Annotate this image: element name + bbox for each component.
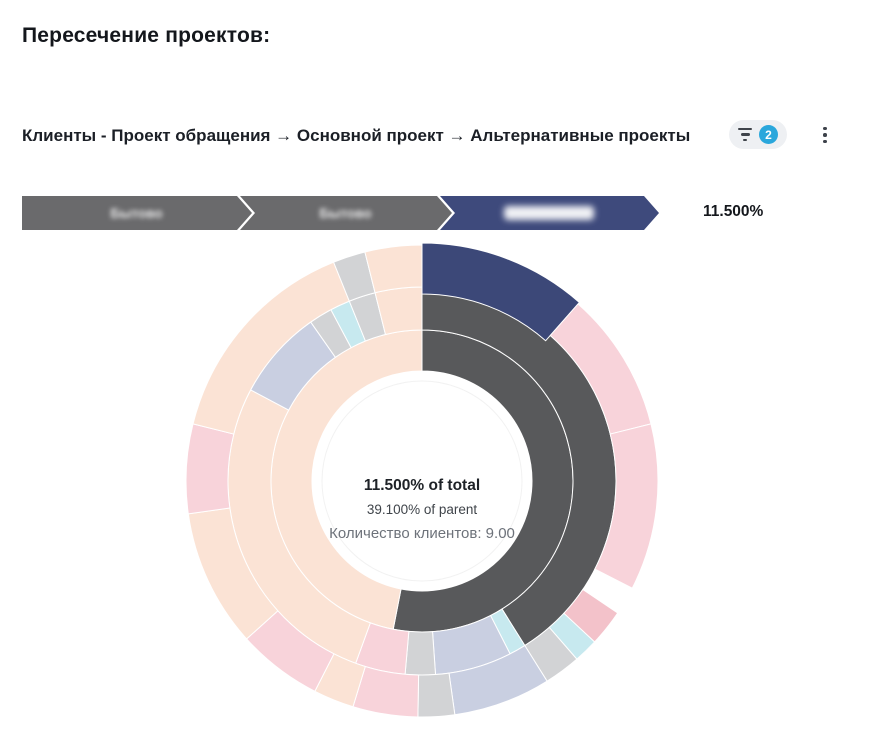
filter-button[interactable]: 2	[729, 120, 787, 149]
kebab-dot	[823, 126, 827, 131]
funnel-segment-redacted-label: Бытово	[319, 206, 371, 221]
funnel-segment[interactable]	[22, 196, 252, 230]
kebab-menu-button[interactable]	[814, 122, 836, 148]
center-label-total: 11.500% of total	[364, 477, 480, 494]
sunburst-segment[interactable]	[417, 672, 456, 718]
filter-count-badge: 2	[759, 125, 778, 144]
sunburst-segment[interactable]	[185, 423, 235, 515]
funnel-percent-label: 11.500%	[703, 203, 764, 220]
funnel-breadcrumb-bar: Бытово Бытово	[22, 196, 659, 230]
sunburst-chart: 11.500% of total 39.100% of parent Количес…	[185, 242, 659, 718]
filter-icon	[738, 127, 752, 142]
sunburst-segment[interactable]	[594, 423, 659, 589]
sunburst-segment[interactable]	[404, 630, 437, 676]
funnel-segment[interactable]	[240, 196, 452, 230]
sunburst-inner-guide	[321, 380, 523, 582]
hierarchy-path-text: Клиенты - Проект обращения → Основной пр…	[22, 126, 691, 145]
funnel-segment-redacted-label: Бытово	[110, 206, 162, 221]
page-title: Пересечение проектов:	[22, 24, 271, 47]
funnel-segment-redacted-label	[504, 206, 594, 220]
sunburst-segment-selected[interactable]	[421, 242, 581, 342]
center-label-clients: Количество клиентов: 9.00	[329, 525, 515, 542]
center-label-parent: 39.100% of parent	[367, 502, 478, 517]
kebab-dot	[823, 133, 827, 137]
kebab-dot	[823, 139, 827, 144]
sunburst-segment[interactable]	[364, 244, 423, 294]
